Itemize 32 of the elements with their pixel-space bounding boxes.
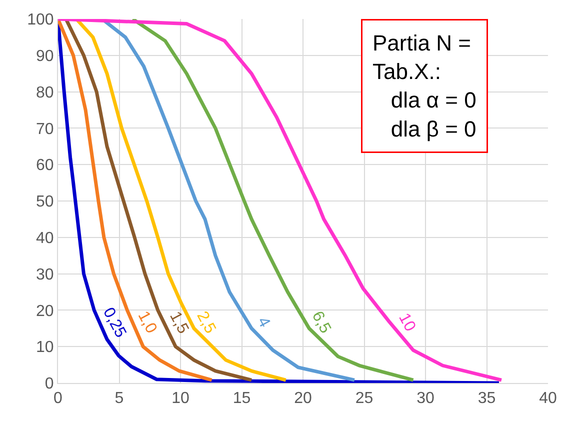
text: 2,5	[193, 308, 219, 336]
x-tick-label: 25	[355, 390, 374, 408]
annotation: Tab.X.:	[372, 59, 441, 84]
x-tick-label: 15	[232, 390, 251, 408]
text: 6,5	[308, 308, 334, 336]
line-series	[64, 19, 254, 382]
text: 1,5	[166, 308, 192, 337]
y-tick-label: 20	[36, 302, 54, 320]
y-tick-label: 90	[36, 48, 54, 65]
y-tick-label: 50	[36, 194, 54, 211]
y-tick-label: 100	[27, 12, 54, 29]
y-tick-label: 30	[36, 266, 54, 284]
annotation: dla α = 0	[372, 88, 476, 113]
x-tick-label: 5	[114, 390, 124, 408]
x-tick-label: 10	[172, 390, 190, 408]
text: 1,0	[134, 308, 160, 336]
text: 10	[395, 310, 419, 334]
x-tick-label: 40	[539, 390, 557, 408]
annotation: Partia N =	[372, 30, 471, 56]
y-tick-label: 70	[36, 120, 54, 138]
x-tick-label: 35	[478, 390, 496, 408]
y-tick-label: 80	[36, 84, 54, 102]
x-tick-label: 30	[416, 390, 434, 408]
annotation: dla β = 0	[372, 116, 476, 142]
y-tick-label: 60	[36, 157, 54, 174]
text: 4	[254, 314, 274, 330]
y-tick-label: 10	[36, 339, 54, 356]
y-tick-label: 0	[44, 376, 54, 393]
line-series	[74, 19, 288, 382]
x-tick-label: 20	[294, 390, 312, 408]
text: 0,25	[99, 305, 130, 341]
y-tick-label: 40	[36, 230, 54, 247]
